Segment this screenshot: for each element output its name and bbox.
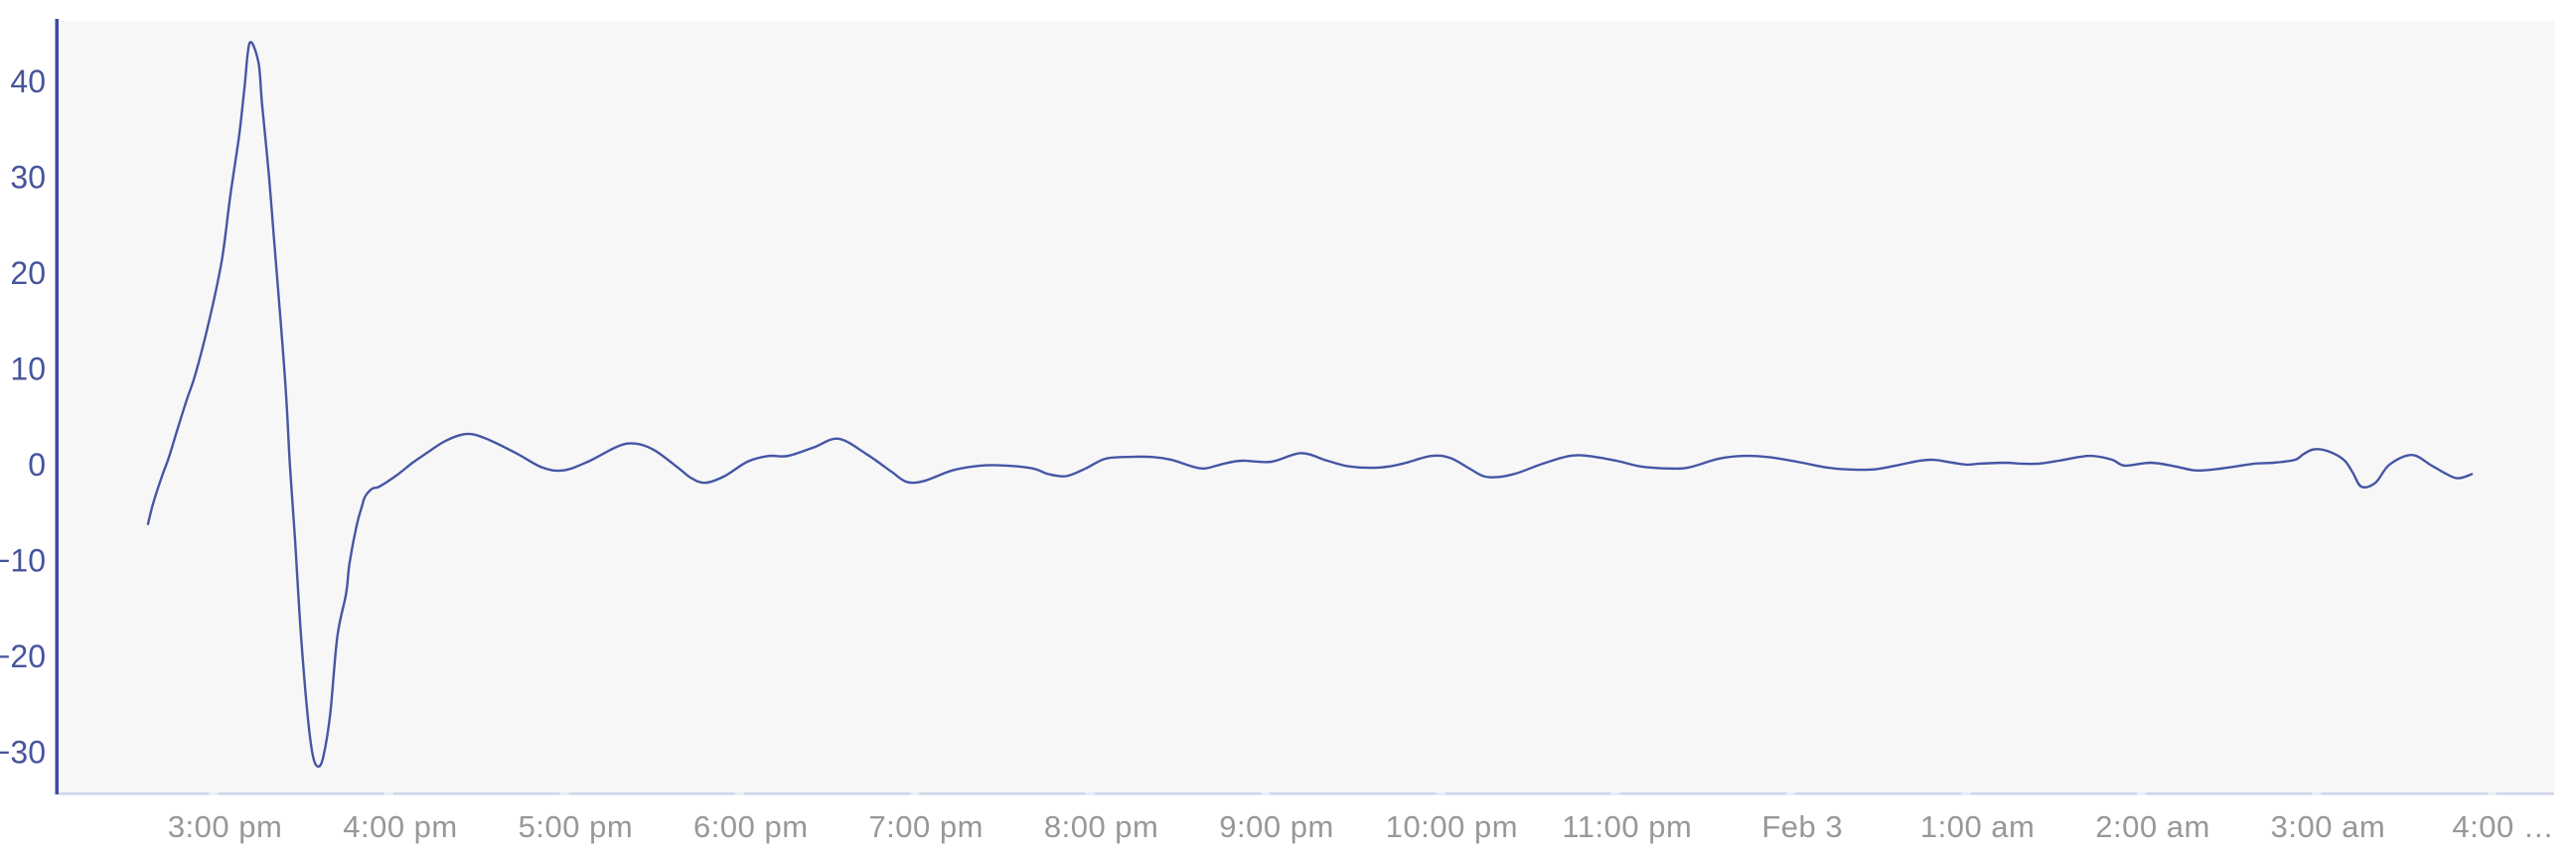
x-axis-tick xyxy=(1261,792,1271,795)
x-tick-label: 9:00 pm xyxy=(1219,809,1334,844)
x-tick-label: 5:00 pm xyxy=(519,809,634,844)
x-axis-tick xyxy=(2487,792,2497,795)
x-axis-tick xyxy=(910,792,920,795)
x-tick-label: 4:00 pm xyxy=(343,809,458,844)
series-line xyxy=(146,41,2474,769)
x-tick-label: 6:00 pm xyxy=(693,809,809,844)
x-tick-label: 1:00 am xyxy=(1920,809,2036,844)
x-axis-tick xyxy=(559,792,569,795)
x-axis-tick xyxy=(1085,792,1095,795)
y-tick-label: 10 xyxy=(10,351,46,386)
x-axis-tick xyxy=(2312,792,2322,795)
y-axis-line xyxy=(55,19,59,794)
x-axis-tick xyxy=(734,792,744,795)
x-axis-line xyxy=(59,792,2554,795)
y-tick-label: −10 xyxy=(0,542,46,578)
x-tick-label: 2:00 am xyxy=(2095,809,2210,844)
x-axis-tick xyxy=(1610,792,1620,795)
y-axis: 40 30 20 10 0 −10 −20 −30 xyxy=(0,19,59,794)
x-tick-label: 11:00 pm xyxy=(1562,809,1692,844)
x-axis-tick xyxy=(1436,792,1445,795)
y-tick-label: −20 xyxy=(0,639,46,674)
x-axis-tick xyxy=(383,792,393,795)
x-tick-label: Feb 3 xyxy=(1761,809,1843,844)
x-tick-label: 10:00 pm xyxy=(1386,809,1518,844)
y-tick-label: −30 xyxy=(0,734,46,770)
x-tick-label: 7:00 pm xyxy=(868,809,984,844)
x-tick-label: 3:00 am xyxy=(2271,809,2386,844)
y-tick-label: 0 xyxy=(28,447,46,483)
x-tick-label: 3:00 pm xyxy=(168,809,283,844)
x-axis-tick xyxy=(1961,792,1971,795)
x-axis-tick xyxy=(1786,792,1796,795)
plot-background[interactable] xyxy=(59,21,2554,792)
y-tick-label: 30 xyxy=(10,159,46,195)
x-axis-tick xyxy=(2137,792,2147,795)
y-tick-label: 20 xyxy=(10,255,46,291)
y-tick-label: 40 xyxy=(10,64,46,99)
x-axis-tick xyxy=(209,792,219,795)
x-axis: 3:00 pm 4:00 pm 5:00 pm 6:00 pm 7:00 pm 8:00 … xyxy=(59,792,2554,844)
x-tick-label: 4:00 … xyxy=(2452,809,2554,844)
x-tick-label: 8:00 pm xyxy=(1044,809,1159,844)
